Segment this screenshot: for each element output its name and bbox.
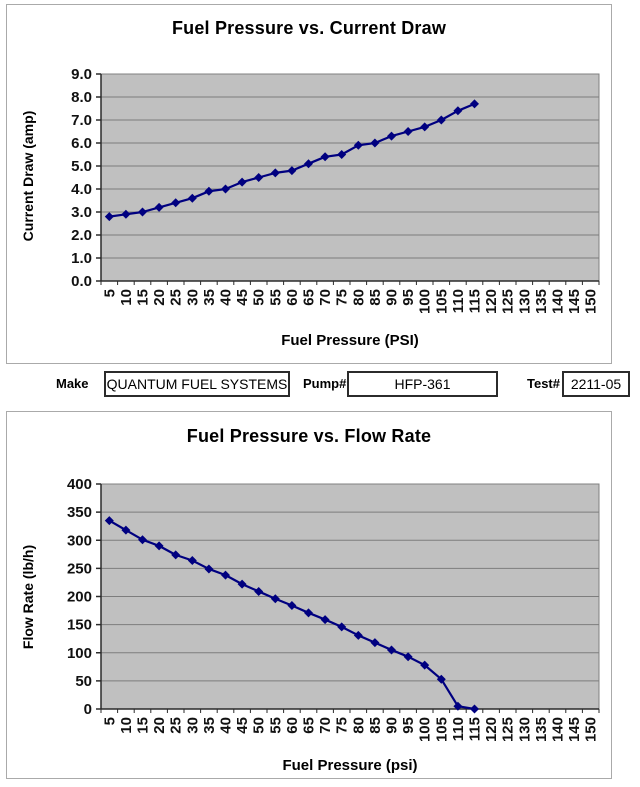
svg-text:2.0: 2.0 bbox=[71, 227, 92, 244]
svg-text:115: 115 bbox=[467, 289, 484, 313]
svg-text:70: 70 bbox=[317, 289, 334, 306]
svg-text:60: 60 bbox=[284, 289, 301, 306]
x-axis-title: Fuel Pressure (psi) bbox=[282, 757, 418, 774]
svg-text:15: 15 bbox=[135, 289, 152, 306]
svg-text:95: 95 bbox=[400, 289, 417, 306]
svg-text:125: 125 bbox=[500, 717, 517, 742]
svg-text:95: 95 bbox=[400, 717, 417, 734]
svg-text:80: 80 bbox=[350, 289, 367, 306]
svg-text:0.0: 0.0 bbox=[71, 273, 92, 290]
pump-number-label: Pump# bbox=[303, 376, 347, 391]
svg-text:5.0: 5.0 bbox=[71, 158, 92, 175]
svg-text:120: 120 bbox=[483, 717, 500, 742]
svg-text:110: 110 bbox=[450, 717, 467, 741]
info-bar: Make QUANTUM FUEL SYSTEMS Pump# HFP-361 … bbox=[0, 370, 640, 400]
svg-text:3.0: 3.0 bbox=[71, 204, 92, 221]
svg-text:20: 20 bbox=[151, 717, 168, 734]
svg-text:25: 25 bbox=[168, 717, 185, 734]
chart-current-draw: Fuel Pressure vs. Current Draw Current D… bbox=[6, 4, 612, 364]
svg-text:0: 0 bbox=[84, 701, 92, 718]
svg-text:4.0: 4.0 bbox=[71, 181, 92, 198]
svg-text:75: 75 bbox=[334, 717, 351, 734]
svg-text:250: 250 bbox=[67, 560, 92, 577]
svg-text:200: 200 bbox=[67, 589, 92, 606]
svg-text:65: 65 bbox=[301, 289, 318, 306]
svg-text:140: 140 bbox=[550, 717, 567, 742]
svg-text:8.0: 8.0 bbox=[71, 89, 92, 106]
pump-number-field[interactable]: HFP-361 bbox=[347, 371, 498, 397]
svg-text:350: 350 bbox=[67, 504, 92, 521]
svg-text:135: 135 bbox=[533, 289, 550, 314]
svg-text:15: 15 bbox=[135, 717, 152, 734]
svg-text:130: 130 bbox=[516, 289, 533, 314]
plot-area-svg: 0 50 100 150 200 250 300 350 400 5 10 15 20 25 30 35 40 4… bbox=[67, 476, 600, 742]
svg-text:105: 105 bbox=[433, 717, 450, 742]
svg-text:5: 5 bbox=[101, 289, 118, 297]
x-axis-title: Fuel Pressure (PSI) bbox=[281, 332, 419, 349]
svg-text:10: 10 bbox=[118, 289, 135, 306]
make-label: Make bbox=[56, 376, 89, 391]
svg-text:60: 60 bbox=[284, 717, 301, 734]
svg-text:55: 55 bbox=[267, 289, 284, 306]
svg-text:90: 90 bbox=[384, 289, 401, 306]
svg-text:150: 150 bbox=[583, 717, 600, 742]
svg-text:125: 125 bbox=[500, 289, 517, 314]
svg-text:300: 300 bbox=[67, 532, 92, 549]
svg-text:135: 135 bbox=[533, 717, 550, 742]
svg-text:10: 10 bbox=[118, 717, 135, 734]
svg-text:35: 35 bbox=[201, 289, 218, 306]
svg-text:85: 85 bbox=[367, 289, 384, 306]
svg-text:35: 35 bbox=[201, 717, 218, 734]
svg-text:140: 140 bbox=[550, 289, 567, 314]
svg-text:20: 20 bbox=[151, 289, 168, 306]
svg-text:105: 105 bbox=[433, 289, 450, 314]
svg-text:400: 400 bbox=[67, 476, 92, 493]
svg-text:50: 50 bbox=[251, 717, 268, 734]
svg-text:100: 100 bbox=[67, 645, 92, 662]
svg-text:150: 150 bbox=[67, 617, 92, 634]
test-number-field[interactable]: 2211-05 bbox=[562, 371, 630, 397]
svg-text:150: 150 bbox=[583, 289, 600, 314]
plot-area-svg: 0.01.02.03.04.05.06.07.08.09.05 10 15 20 25 3… bbox=[71, 66, 600, 314]
svg-text:145: 145 bbox=[566, 289, 583, 314]
svg-text:40: 40 bbox=[218, 717, 235, 734]
chart-flow-rate: Fuel Pressure vs. Flow Rate Flow Rate (l… bbox=[6, 411, 612, 779]
svg-text:130: 130 bbox=[516, 717, 533, 742]
svg-text:85: 85 bbox=[367, 717, 384, 734]
svg-text:45: 45 bbox=[234, 717, 251, 734]
svg-text:75: 75 bbox=[334, 289, 351, 306]
make-field[interactable]: QUANTUM FUEL SYSTEMS bbox=[104, 371, 290, 397]
svg-text:30: 30 bbox=[184, 717, 201, 734]
svg-text:1.0: 1.0 bbox=[71, 250, 92, 267]
svg-text:40: 40 bbox=[218, 289, 235, 306]
svg-text:90: 90 bbox=[384, 717, 401, 734]
svg-text:55: 55 bbox=[267, 717, 284, 734]
svg-text:145: 145 bbox=[566, 717, 583, 742]
svg-text:70: 70 bbox=[317, 717, 334, 734]
svg-text:6.0: 6.0 bbox=[71, 135, 92, 152]
svg-text:115: 115 bbox=[467, 717, 484, 741]
svg-text:110: 110 bbox=[450, 289, 467, 313]
svg-text:30: 30 bbox=[184, 289, 201, 306]
svg-text:5: 5 bbox=[101, 717, 118, 725]
svg-text:100: 100 bbox=[417, 717, 434, 742]
svg-text:80: 80 bbox=[350, 717, 367, 734]
svg-text:50: 50 bbox=[75, 673, 92, 690]
svg-text:25: 25 bbox=[168, 289, 185, 306]
chart-title: Fuel Pressure vs. Flow Rate bbox=[186, 426, 432, 446]
test-number-label: Test# bbox=[527, 376, 560, 391]
svg-text:9.0: 9.0 bbox=[71, 66, 92, 83]
svg-text:120: 120 bbox=[483, 289, 500, 314]
svg-text:100: 100 bbox=[417, 289, 434, 314]
chart-title: Fuel Pressure vs. Current Draw bbox=[171, 18, 447, 38]
svg-text:65: 65 bbox=[301, 717, 318, 734]
svg-text:7.0: 7.0 bbox=[71, 112, 92, 129]
svg-text:45: 45 bbox=[234, 289, 251, 306]
svg-text:50: 50 bbox=[251, 289, 268, 306]
